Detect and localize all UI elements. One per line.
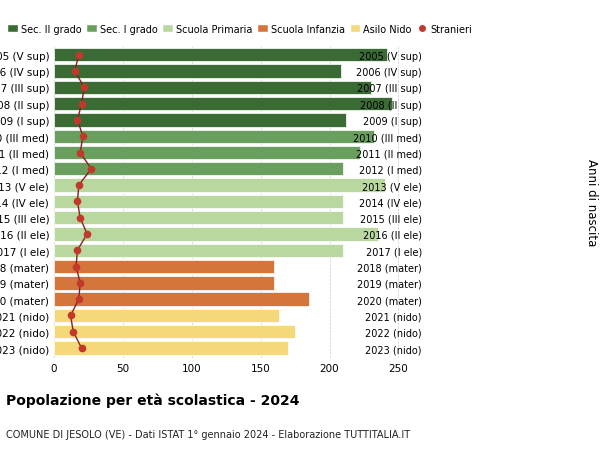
Text: Popolazione per età scolastica - 2024: Popolazione per età scolastica - 2024 bbox=[6, 392, 299, 407]
Text: COMUNE DI JESOLO (VE) - Dati ISTAT 1° gennaio 2024 - Elaborazione TUTTITALIA.IT: COMUNE DI JESOLO (VE) - Dati ISTAT 1° ge… bbox=[6, 429, 410, 439]
Bar bbox=[54, 146, 360, 160]
Bar bbox=[54, 309, 278, 322]
Bar bbox=[54, 163, 343, 176]
Bar bbox=[54, 179, 385, 192]
Bar bbox=[54, 49, 388, 62]
Bar bbox=[54, 65, 341, 78]
Bar bbox=[54, 277, 274, 290]
Bar bbox=[54, 341, 288, 355]
Text: Anni di nascita: Anni di nascita bbox=[584, 158, 598, 246]
Bar bbox=[54, 212, 343, 225]
Bar bbox=[54, 130, 374, 144]
Bar bbox=[54, 82, 371, 95]
Bar bbox=[54, 293, 309, 306]
Bar bbox=[54, 244, 343, 257]
Bar bbox=[54, 325, 295, 339]
Legend: Sec. II grado, Sec. I grado, Scuola Primaria, Scuola Infanzia, Asilo Nido, Stran: Sec. II grado, Sec. I grado, Scuola Prim… bbox=[8, 25, 472, 35]
Bar bbox=[54, 228, 378, 241]
Bar bbox=[54, 98, 392, 111]
Bar bbox=[54, 114, 346, 127]
Bar bbox=[54, 260, 274, 274]
Bar bbox=[54, 195, 343, 209]
